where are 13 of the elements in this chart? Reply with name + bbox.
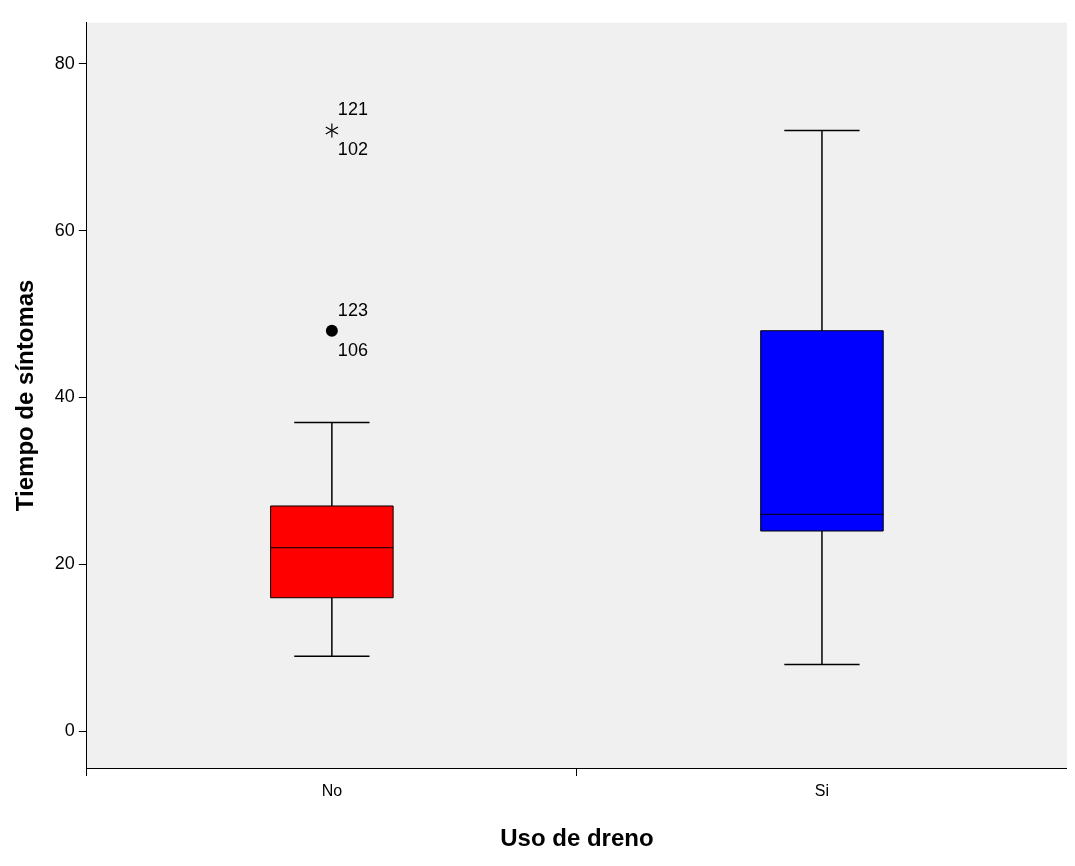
annotation: 106 [337,339,368,360]
annotation: 102 [337,139,368,160]
y-tick-label: 60 [54,219,75,240]
y-tick-label: 20 [54,553,75,574]
x-axis-title: Uso de dreno [500,824,654,852]
x-tick-label: No [321,782,343,800]
annotation: 123 [337,299,368,320]
y-tick-label: 0 [64,720,75,741]
y-tick-label: 80 [54,52,75,73]
y-axis-title: Tiempo de síntomas [11,279,39,512]
x-tick-label: Si [814,782,830,800]
annotation: 121 [337,99,368,120]
y-tick-label: 40 [54,386,75,407]
